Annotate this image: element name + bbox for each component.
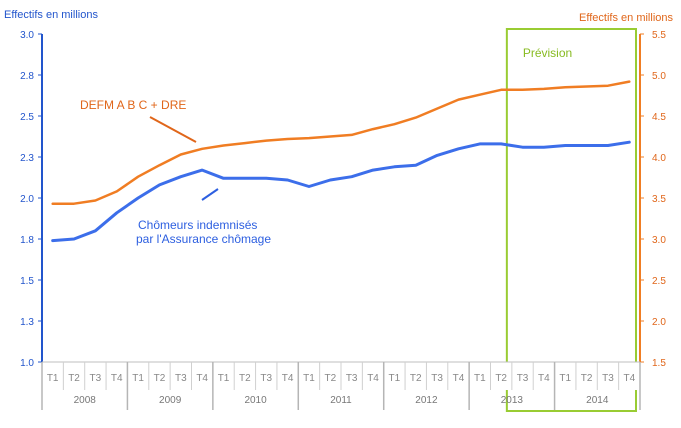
x-quarter-label: T4	[196, 373, 208, 384]
x-quarter-label: T2	[154, 373, 166, 384]
y-right-axis-title: Effectifs en millions	[579, 12, 673, 24]
y-right-tick-label: 5.0	[652, 71, 666, 82]
y-left-tick-label: 1.8	[20, 235, 34, 246]
x-quarter-label: T1	[132, 373, 144, 384]
x-quarter-label: T4	[111, 373, 123, 384]
y-right-tick-label: 1.5	[652, 358, 666, 369]
y-left-tick-label: 1.0	[20, 358, 34, 369]
x-quarter-label: T1	[303, 373, 315, 384]
series-line-1	[51, 140, 631, 243]
x-quarter-label: T4	[282, 373, 294, 384]
y-right-tick-label: 2.0	[652, 317, 666, 328]
y-left-ticks: 1.0 1.3 1.5 1.8 2.0 2.3 2.5 2.8 3.0	[20, 30, 42, 369]
x-quarter-label: T1	[218, 373, 230, 384]
x-quarter-label: T2	[239, 373, 251, 384]
x-quarter-label: T3	[175, 373, 187, 384]
x-year-label: 2009	[159, 395, 182, 406]
x-quarter-label: T3	[346, 373, 358, 384]
forecast-label: Prévision	[523, 46, 572, 60]
y-left-tick-label: 3.0	[20, 30, 34, 41]
x-year-label: 2014	[586, 395, 609, 406]
x-quarter-label: T2	[581, 373, 593, 384]
y-left-tick-label: 2.8	[20, 71, 34, 82]
y-left-tick-label: 1.3	[20, 317, 34, 328]
x-quarter-label: T4	[623, 373, 635, 384]
x-quarter-label: T2	[410, 373, 422, 384]
y-right-tick-label: 4.0	[652, 153, 666, 164]
y-left-tick-label: 2.3	[20, 153, 34, 164]
y-left-tick-label: 2.0	[20, 194, 34, 205]
x-quarter-label: T3	[517, 373, 529, 384]
annotation-defm-arrow	[149, 116, 197, 143]
x-quarter-label: T1	[389, 373, 401, 384]
x-year-label: 2012	[415, 395, 438, 406]
x-quarter-label: T2	[324, 373, 336, 384]
x-quarter-label: T3	[90, 373, 102, 384]
x-quarter-label: T1	[474, 373, 486, 384]
y-right-ticks: 1.5 2.0 2.5 3.0 3.5 4.0 4.5 5.0 5.5	[640, 30, 666, 369]
x-quarter-label: T4	[367, 373, 379, 384]
forecast-region	[505, 28, 637, 412]
x-year-label: 2013	[501, 395, 524, 406]
x-year-label: 2008	[74, 395, 97, 406]
y-right-tick-label: 2.5	[652, 276, 666, 287]
annotation-indemnises-arrow	[201, 188, 219, 201]
y-right-tick-label: 4.5	[652, 112, 666, 123]
series-layer	[51, 80, 631, 243]
x-quarter-label: T3	[602, 373, 614, 384]
x-quarter-label: T1	[47, 373, 59, 384]
x-year-label: 2010	[244, 395, 267, 406]
x-quarter-label: T1	[559, 373, 571, 384]
x-quarter-label: T4	[453, 373, 465, 384]
y-left-tick-label: 1.5	[20, 276, 34, 287]
annotation-indemnises-line1: Chômeurs indemnisés	[138, 218, 257, 232]
y-right-tick-label: 5.5	[652, 30, 666, 41]
x-quarter-label: T4	[538, 373, 550, 384]
x-quarter-label: T3	[431, 373, 443, 384]
x-quarter-label: T2	[68, 373, 80, 384]
x-year-label: 2011	[330, 395, 352, 406]
y-left-axis-title: Effectifs en millions	[4, 9, 98, 21]
annotation-indemnises-line2: par l'Assurance chômage	[136, 232, 271, 246]
x-quarter-label: T2	[495, 373, 507, 384]
series-line-0	[51, 80, 631, 205]
y-left-tick-label: 2.5	[20, 112, 34, 123]
x-quarter-label: T3	[260, 373, 272, 384]
annotation-defm: DEFM A B C + DRE	[80, 98, 186, 112]
x-axis: T1 T2 T3 T4 T1 T2 T3 T4 T1 T2 T3 T4 T1 T2 T3 T4 T1 T2 T3 T4…	[41, 361, 641, 410]
y-right-tick-label: 3.5	[652, 194, 666, 205]
y-right-tick-label: 3.0	[652, 235, 666, 246]
